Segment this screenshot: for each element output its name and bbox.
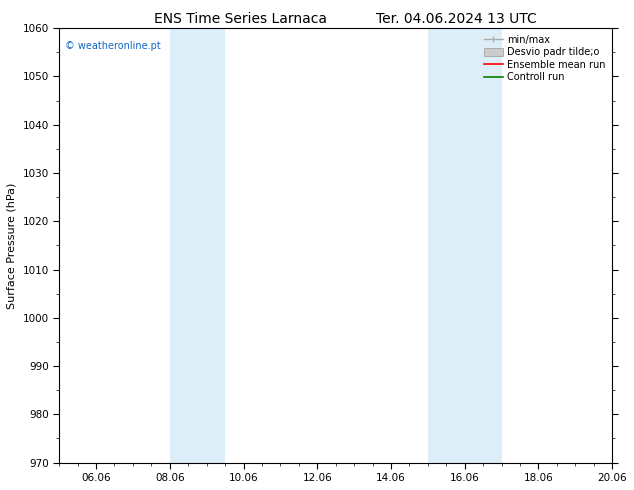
Text: © weatheronline.pt: © weatheronline.pt <box>65 41 160 51</box>
Text: Ter. 04.06.2024 13 UTC: Ter. 04.06.2024 13 UTC <box>376 12 537 26</box>
Bar <box>170 28 225 463</box>
Bar <box>428 28 501 463</box>
Y-axis label: Surface Pressure (hPa): Surface Pressure (hPa) <box>7 182 17 309</box>
Text: ENS Time Series Larnaca: ENS Time Series Larnaca <box>155 12 327 26</box>
Legend: min/max, Desvio padr tilde;o, Ensemble mean run, Controll run: min/max, Desvio padr tilde;o, Ensemble m… <box>482 33 607 84</box>
